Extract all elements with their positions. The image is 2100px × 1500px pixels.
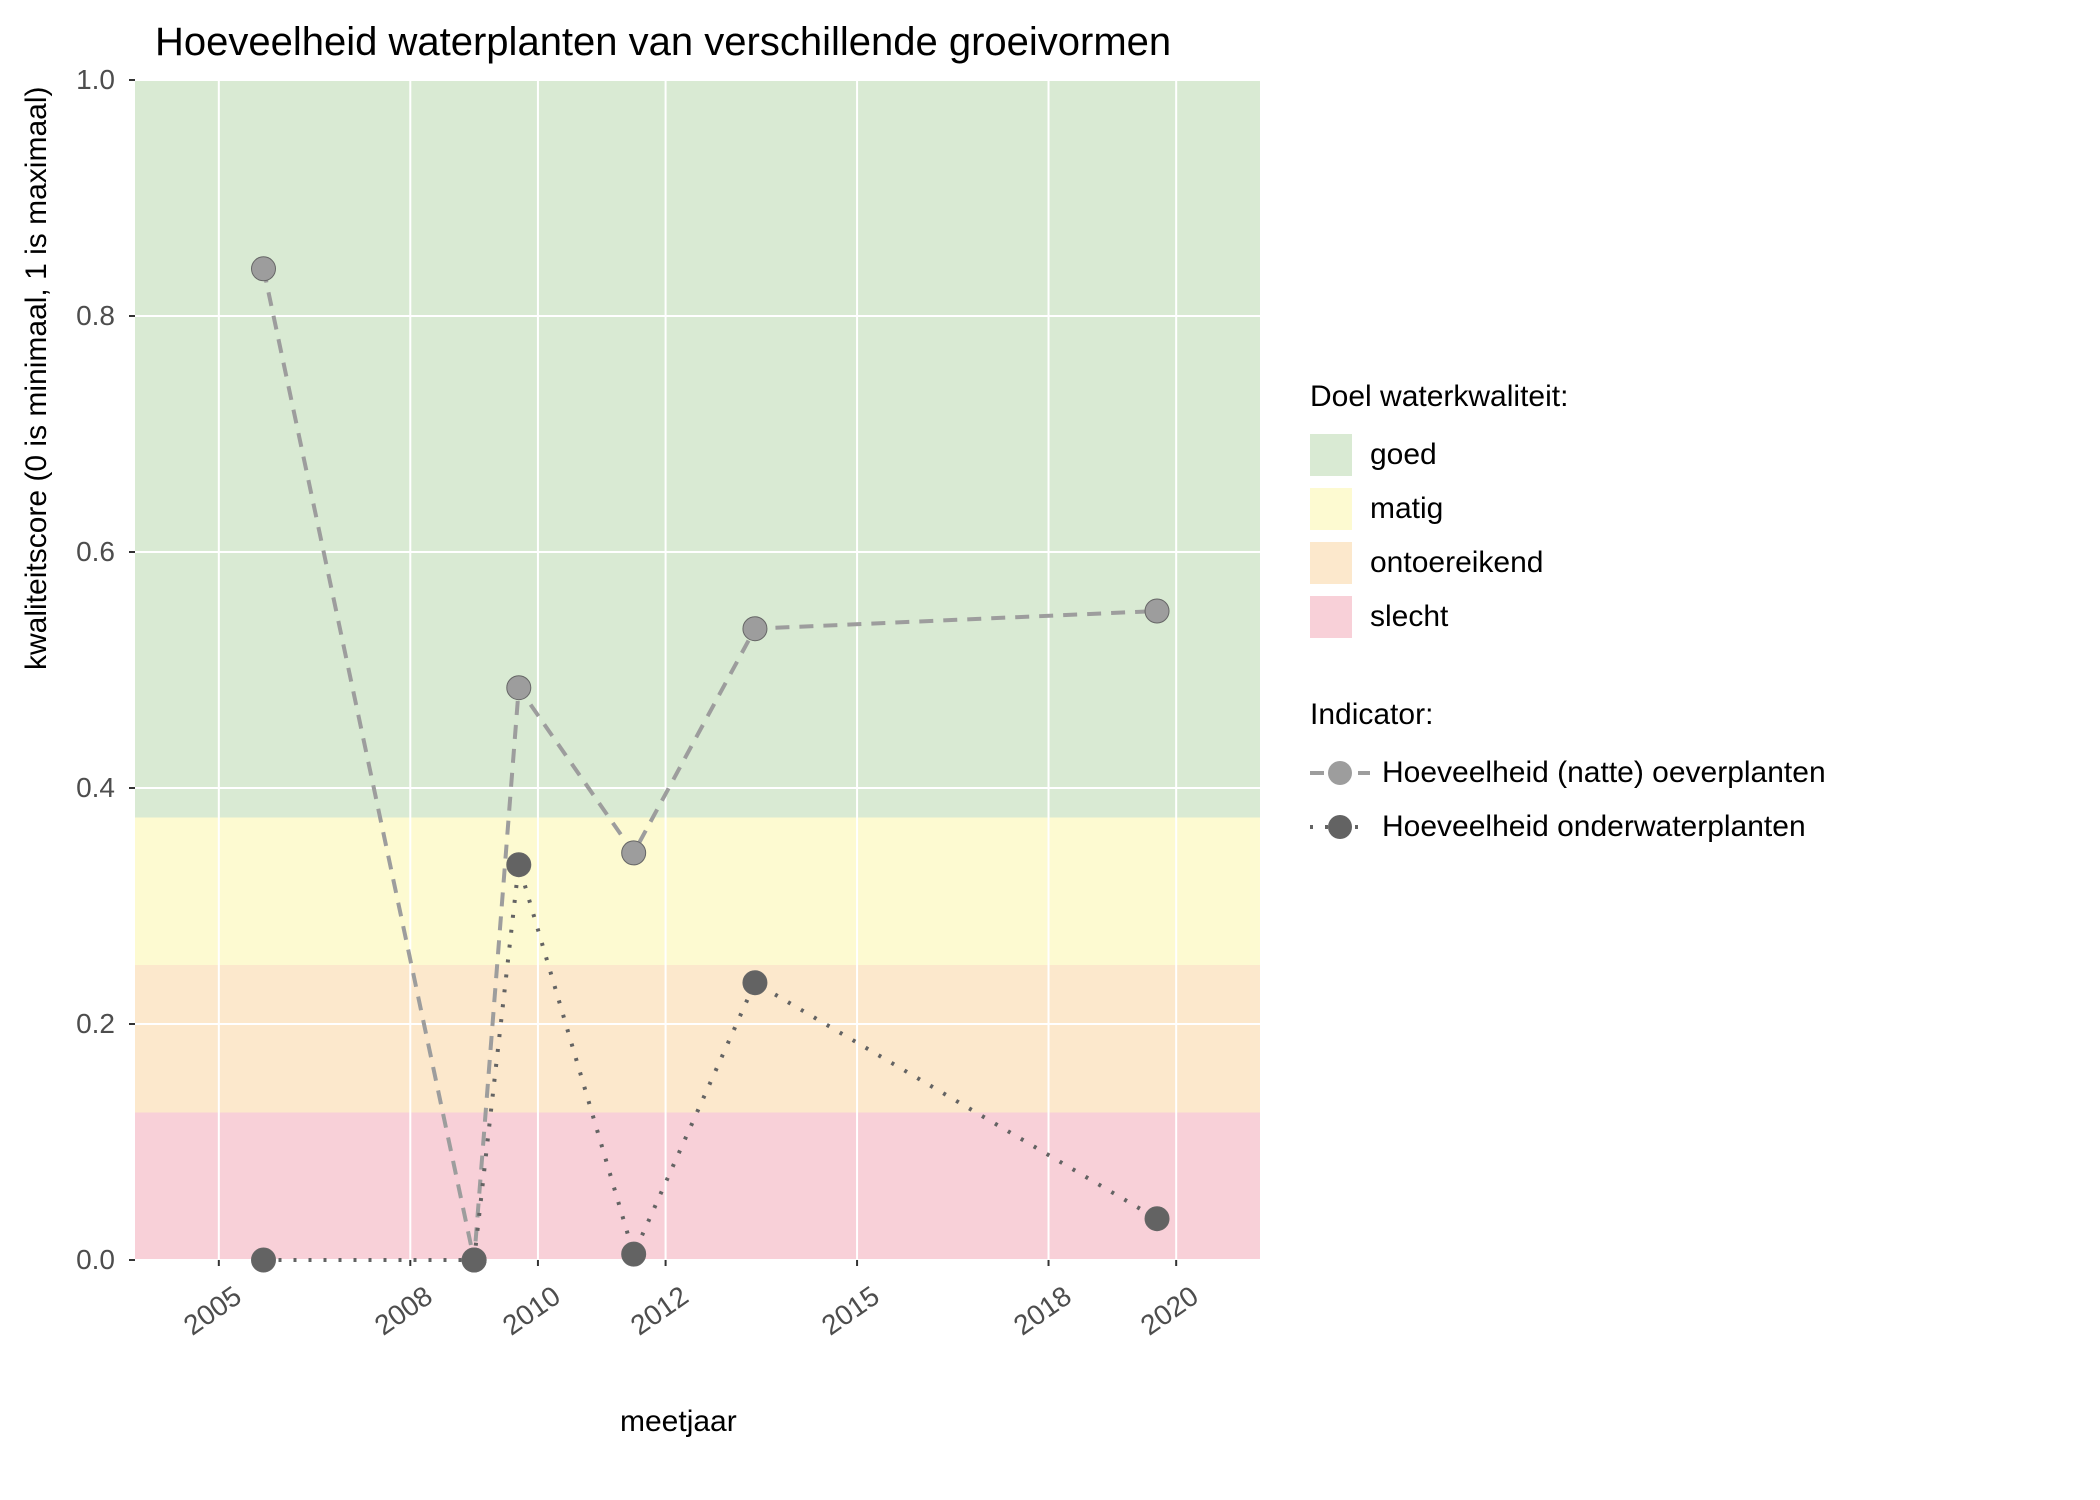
- legend-swatch: [1310, 596, 1352, 638]
- legend-band-item: goed: [1310, 434, 1826, 476]
- legend-band-item: matig: [1310, 488, 1826, 530]
- legend-band-item: slecht: [1310, 596, 1826, 638]
- x-tick-label: 2008: [355, 1280, 439, 1352]
- legend-swatch: [1310, 488, 1352, 530]
- legend-band-label: matig: [1370, 492, 1443, 526]
- legend-series-label: Hoeveelheid (natte) oeverplanten: [1382, 756, 1826, 790]
- chart-legend: Doel waterkwaliteit: goed matig ontoereike…: [1310, 380, 1826, 860]
- legend-series-item: Hoeveelheid onderwaterplanten: [1310, 806, 1826, 848]
- legend-series-swatch: [1310, 752, 1370, 794]
- legend-band-label: goed: [1370, 438, 1437, 472]
- legend-swatch: [1310, 542, 1352, 584]
- x-tick-label: 2010: [482, 1280, 566, 1352]
- x-tick-label: 2020: [1121, 1280, 1205, 1352]
- legend-title-series: Indicator:: [1310, 698, 1826, 732]
- legend-series-swatch: [1310, 806, 1370, 848]
- legend-series-item: Hoeveelheid (natte) oeverplanten: [1310, 752, 1826, 794]
- x-tick-label: 2012: [610, 1280, 694, 1352]
- x-tick-label: 2005: [163, 1280, 247, 1352]
- legend-bands-list: goed matig ontoereikend slecht: [1310, 434, 1826, 638]
- legend-series-list: Hoeveelheid (natte) oeverplanten Hoeveelh…: [1310, 752, 1826, 848]
- x-tick-label: 2015: [802, 1280, 886, 1352]
- legend-title-bands: Doel waterkwaliteit:: [1310, 380, 1826, 414]
- legend-band-item: ontoereikend: [1310, 542, 1826, 584]
- x-tick-label: 2018: [993, 1280, 1077, 1352]
- legend-series-label: Hoeveelheid onderwaterplanten: [1382, 810, 1806, 844]
- legend-swatch: [1310, 434, 1352, 476]
- legend-band-label: slecht: [1370, 600, 1448, 634]
- legend-band-label: ontoereikend: [1370, 546, 1543, 580]
- chart-plot-area: [135, 80, 1260, 1260]
